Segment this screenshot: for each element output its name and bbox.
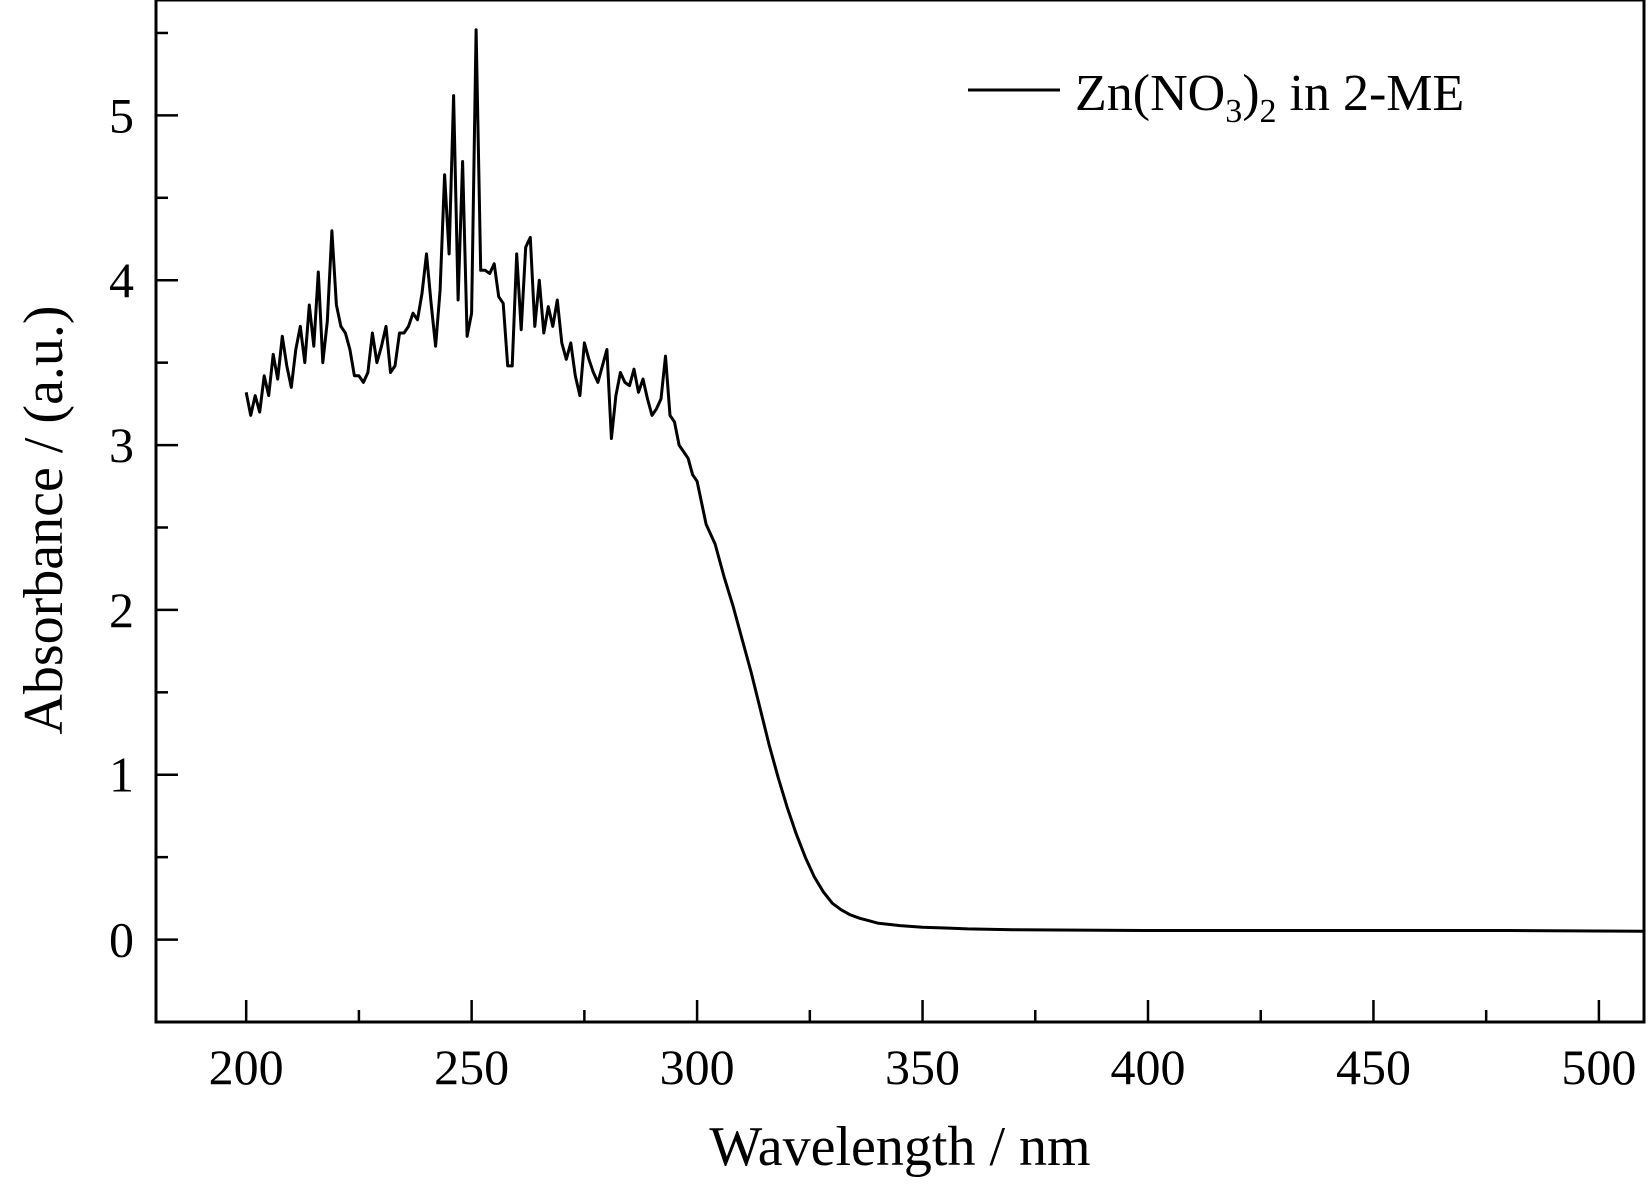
x-tick-label: 500: [1561, 1039, 1636, 1095]
axis-tick-labels: 200 250 300 350 400 450 500 0 1 2 3 4 5: [109, 87, 1636, 1095]
y-tick-label: 1: [109, 747, 134, 803]
x-tick-label: 400: [1111, 1039, 1186, 1095]
y-tick-label: 0: [109, 912, 134, 968]
x-tick-label: 300: [660, 1039, 735, 1095]
x-axis-title: Wavelength / nm: [709, 1116, 1090, 1178]
y-tick-label: 4: [109, 252, 134, 308]
plot-frame: [154, 0, 1646, 1024]
axis-ticks: [156, 31, 1601, 1024]
legend-label: Zn(NO3)2 in 2-ME: [1075, 65, 1464, 130]
x-tick-label: 200: [209, 1039, 284, 1095]
y-tick-label: 2: [109, 582, 134, 638]
x-tick-label: 350: [885, 1039, 960, 1095]
legend: Zn(NO3)2 in 2-ME: [968, 65, 1464, 130]
x-tick-label: 450: [1336, 1039, 1411, 1095]
y-axis-title: Absorbance / (a.u.): [13, 305, 75, 734]
y-tick-label: 5: [109, 87, 134, 143]
series-line: [244, 28, 1645, 933]
x-tick-label: 250: [434, 1039, 509, 1095]
y-tick-label: 3: [109, 417, 134, 473]
series-group: [244, 28, 1645, 933]
